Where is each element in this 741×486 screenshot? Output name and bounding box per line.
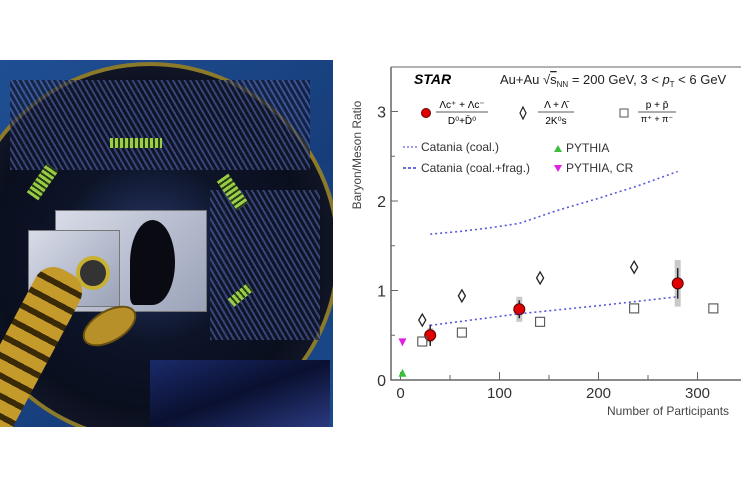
ring-port (76, 256, 110, 290)
y-tick-label: 1 (377, 284, 386, 301)
legend-lambda-den: 2K⁰s (545, 116, 566, 127)
point-lambda-c-d0 (671, 277, 684, 290)
legend-lambda-num: Λ + Λ̄ (544, 100, 570, 111)
tarp (150, 360, 330, 427)
axes: 0 1 2 3 0 100 200 300 (377, 66, 741, 402)
legend-catania-coal: Catania (coal.) (421, 140, 499, 154)
legend-marker-pythia (554, 145, 562, 152)
point-lambda-2k0s (629, 259, 639, 275)
legend-pythia: PYTHIA (566, 141, 609, 155)
legend-proton-num: p + p̄ (646, 100, 669, 111)
brand-label: STAR (414, 71, 452, 87)
cables (10, 80, 310, 170)
led-strip (110, 138, 162, 148)
data-marks (398, 170, 719, 377)
point-lambda-c-d0 (513, 303, 526, 316)
point-p-pi (708, 303, 719, 314)
legend-marker-lambda-c (421, 108, 431, 118)
legend-catania-frag: Catania (coal.+frag.) (421, 161, 530, 175)
legend-lambda-c-num: Λc⁺ + Λc⁻ (439, 100, 484, 111)
cables (210, 190, 320, 340)
y-axis-label: Baryon/Meson Ratio (350, 100, 364, 209)
legend-marker-pythia-cr (554, 165, 562, 172)
point-lambda-2k0s (535, 270, 545, 286)
point-p-pi (535, 316, 546, 327)
y-tick-label: 0 (377, 373, 386, 390)
legend-proton-den: π⁺ + π⁻ (641, 114, 673, 124)
point-p-pi (629, 303, 640, 314)
y-tick-label: 3 (377, 105, 386, 122)
point-pythia-cr (398, 338, 407, 347)
chart-title: Au+Au √sNN = 200 GeV, 3 < pT < 6 GeV (500, 72, 727, 89)
x-tick-label: 100 (487, 385, 512, 402)
point-lambda-2k0s (457, 288, 467, 304)
point-pythia (398, 368, 407, 377)
point-p-pi (417, 336, 428, 347)
axis-frame (390, 67, 741, 381)
legend-pythia-cr: PYTHIA, CR (566, 161, 634, 175)
legend-lambda-c-den: D⁰+D̄⁰ (448, 114, 476, 127)
legend-marker-proton (619, 108, 629, 118)
point-lambda-2k0s (418, 312, 427, 328)
line-catania-coal- (430, 170, 678, 235)
y-tick-label: 2 (377, 194, 386, 211)
x-tick-label: 300 (685, 385, 710, 402)
legend-marker-lambda (519, 105, 527, 121)
point-lambda-c-d0 (424, 329, 437, 342)
x-axis-label: Number of Participants (607, 404, 729, 418)
point-p-pi (456, 327, 467, 338)
x-tick-label: 0 (396, 385, 404, 402)
dark-disc (130, 220, 175, 305)
detector-photo (0, 60, 333, 427)
line-catania-coal-frag- (430, 295, 678, 327)
x-tick-label: 200 (586, 385, 611, 402)
